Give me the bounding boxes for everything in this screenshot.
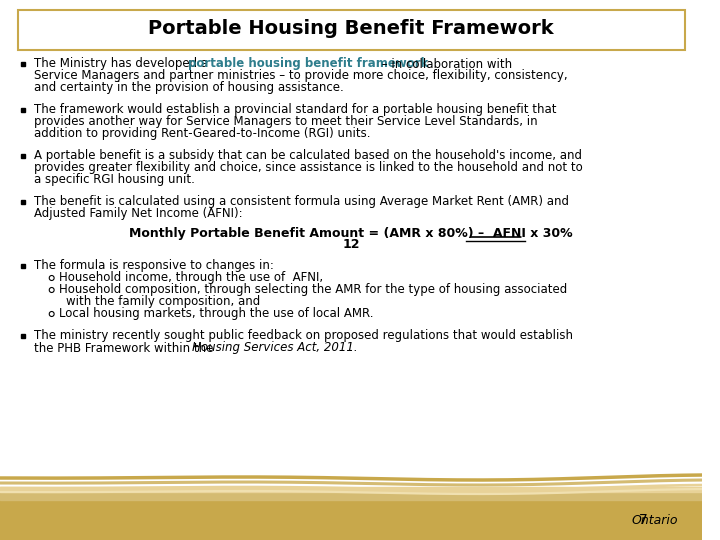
Text: 7: 7 [639, 513, 648, 527]
Text: Ontario: Ontario [631, 514, 678, 526]
Text: The formula is responsive to changes in:: The formula is responsive to changes in: [34, 260, 274, 273]
Text: Household composition, through selecting the AMR for the type of housing associa: Household composition, through selecting… [58, 284, 567, 296]
Text: provides greater flexibility and choice, since assistance is linked to the house: provides greater flexibility and choice,… [34, 161, 583, 174]
Text: 12: 12 [342, 238, 360, 251]
Text: Portable Housing Benefit Framework: Portable Housing Benefit Framework [148, 19, 554, 38]
Text: The ministry recently sought public feedback on proposed regulations that would : The ministry recently sought public feed… [34, 329, 573, 342]
Text: Local housing markets, through the use of local AMR.: Local housing markets, through the use o… [58, 307, 373, 321]
Text: provides another way for Service Managers to meet their Service Level Standards,: provides another way for Service Manager… [34, 116, 538, 129]
Text: and certainty in the provision of housing assistance.: and certainty in the provision of housin… [34, 82, 344, 94]
Text: addition to providing Rent-Geared-to-Income (RGI) units.: addition to providing Rent-Geared-to-Inc… [34, 127, 371, 140]
Text: the PHB Framework within the: the PHB Framework within the [34, 341, 217, 354]
Text: Monthly Portable Benefit Amount = (AMR x 80%) –  AFNI x 30%: Monthly Portable Benefit Amount = (AMR x… [130, 227, 573, 240]
Text: portable housing benefit framework: portable housing benefit framework [188, 57, 428, 71]
Text: The benefit is calculated using a consistent formula using Average Market Rent (: The benefit is calculated using a consis… [34, 195, 569, 208]
Text: Service Managers and partner ministries – to provide more choice, flexibility, c: Service Managers and partner ministries … [34, 70, 568, 83]
Text: The Ministry has developed a: The Ministry has developed a [34, 57, 212, 71]
Text: a specific RGI housing unit.: a specific RGI housing unit. [34, 173, 195, 186]
Text: Adjusted Family Net Income (AFNI):: Adjusted Family Net Income (AFNI): [34, 207, 243, 220]
Bar [0, 487, 702, 492]
Text: Household income, through the use of  AFNI,: Household income, through the use of AFN… [58, 272, 323, 285]
Text: The framework would establish a provincial standard for a portable housing benef: The framework would establish a provinci… [34, 104, 557, 117]
Text: – in collaboration with: – in collaboration with [379, 57, 513, 71]
Bar [0, 500, 702, 540]
FancyBboxPatch shape [17, 10, 685, 50]
Bar [0, 492, 702, 500]
Text: Housing Services Act, 2011.: Housing Services Act, 2011. [192, 341, 358, 354]
Text: with the family composition, and: with the family composition, and [66, 295, 261, 308]
Text: A portable benefit is a subsidy that can be calculated based on the household's : A portable benefit is a subsidy that can… [34, 150, 582, 163]
